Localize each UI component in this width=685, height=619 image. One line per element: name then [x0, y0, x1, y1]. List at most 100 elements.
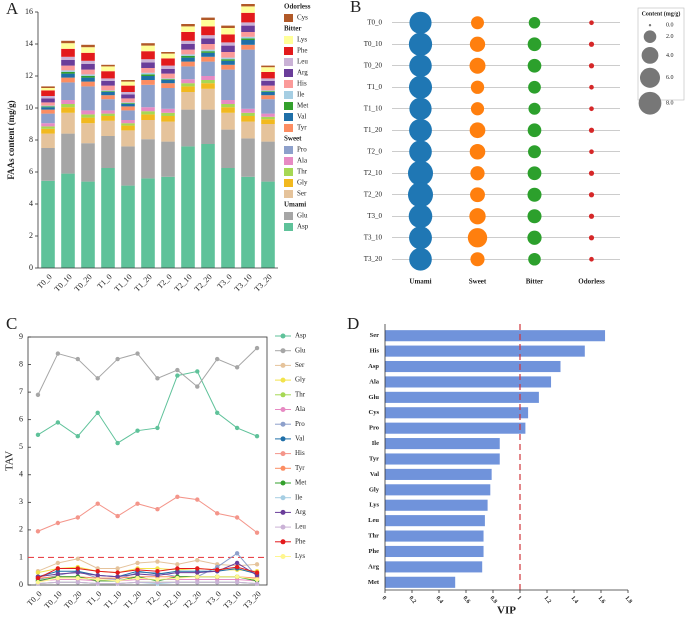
bar-segment [81, 86, 95, 111]
point [75, 515, 80, 520]
point [215, 356, 220, 362]
bar-segment [101, 71, 115, 79]
bar [385, 499, 488, 511]
series-line [37, 347, 258, 396]
point [254, 345, 260, 351]
bar-segment [201, 51, 215, 53]
bar-segment [101, 110, 115, 114]
legend-marker [280, 333, 286, 339]
bar-segment [221, 59, 235, 61]
bar-segment [241, 38, 255, 40]
bar-segment [221, 69, 235, 100]
y-tick-label: 8 [29, 135, 33, 144]
bar-segment [41, 126, 55, 129]
legend-swatch [284, 36, 293, 44]
point [95, 376, 100, 381]
bar-segment [101, 91, 115, 92]
point [115, 574, 120, 579]
bar-segment [61, 104, 75, 108]
legend-label: Tyr [295, 464, 305, 472]
y-tick-label: 0 [29, 263, 33, 272]
bubble [588, 127, 595, 133]
legend-marker [280, 392, 286, 398]
legend-marker [280, 348, 286, 354]
x-tick-label: 1 [515, 595, 522, 601]
point [215, 580, 220, 585]
y-tick-label: Arg [368, 563, 380, 570]
bar-segment [121, 110, 135, 120]
legend-label: Met [295, 479, 306, 487]
point [155, 425, 160, 431]
bar-segment [81, 76, 95, 78]
x-tick-label: T3_10 [222, 589, 243, 610]
legend-marker [280, 524, 286, 530]
point [175, 373, 180, 378]
x-tick-label: T2_10 [173, 272, 194, 293]
x-tick-label: Sweet [469, 278, 487, 286]
bubble [470, 252, 485, 267]
bubble [527, 58, 542, 73]
bar-segment [261, 92, 275, 96]
point [115, 578, 120, 584]
bar-segment [61, 133, 75, 174]
y-tick-label: T1_10 [364, 104, 383, 112]
legend-label: 2.0 [666, 34, 674, 40]
bar-segment [81, 52, 95, 61]
y-tick-label: 2 [29, 231, 33, 240]
bar-segment [141, 68, 155, 73]
bar-segment [81, 123, 95, 144]
bubble [527, 187, 542, 202]
point [135, 571, 140, 577]
bar-segment [201, 17, 215, 20]
y-tick-label: T0_20 [364, 61, 383, 69]
y-tick-label: Val [370, 471, 379, 478]
bar-segment [161, 68, 175, 74]
bar-segment [261, 72, 275, 79]
y-tick-label: Ile [372, 440, 379, 447]
bubble [467, 228, 488, 248]
bar-segment [221, 100, 235, 104]
bar-segment [241, 116, 255, 122]
y-tick-label: 1 [19, 552, 23, 561]
legend-label: His [297, 80, 307, 88]
point [195, 570, 200, 575]
bar-segment [241, 6, 255, 13]
bubble [588, 41, 595, 47]
legend-label: Ala [295, 405, 306, 413]
bar-segment [201, 52, 215, 57]
legend-swatch [284, 69, 293, 77]
y-tick-label: T3_20 [364, 255, 383, 263]
panel-label: D [347, 314, 359, 333]
point [55, 580, 61, 585]
y-tick-label: T0_10 [364, 40, 383, 48]
bubble [469, 122, 486, 139]
bar-segment [161, 176, 175, 268]
x-tick-label: T2_0 [155, 272, 173, 290]
bar-segment [121, 81, 135, 86]
bar-segment [161, 80, 175, 84]
bar-segment [221, 60, 235, 65]
bubble [589, 84, 594, 90]
point [95, 501, 100, 506]
point [175, 566, 180, 571]
legend-label: 6.0 [666, 75, 674, 81]
y-tick-label: Lys [369, 502, 379, 509]
x-tick-label: T0_10 [53, 272, 74, 293]
point [55, 351, 61, 356]
legend-swatch [284, 14, 293, 22]
bubble [470, 187, 485, 203]
y-tick-label: His [370, 348, 380, 355]
legend-marker [280, 407, 286, 412]
x-tick-label: 0.8 [488, 595, 497, 605]
point [35, 580, 41, 585]
x-tick-label: T1_10 [113, 272, 134, 293]
point [75, 434, 80, 439]
x-tick-label: T2_20 [182, 589, 203, 610]
bar-segment [101, 136, 115, 168]
point [155, 577, 160, 582]
legend-marker [280, 377, 286, 383]
bar-segment [261, 116, 275, 120]
point [195, 566, 200, 571]
legend-label: Lys [295, 552, 305, 560]
bubble [588, 192, 595, 198]
